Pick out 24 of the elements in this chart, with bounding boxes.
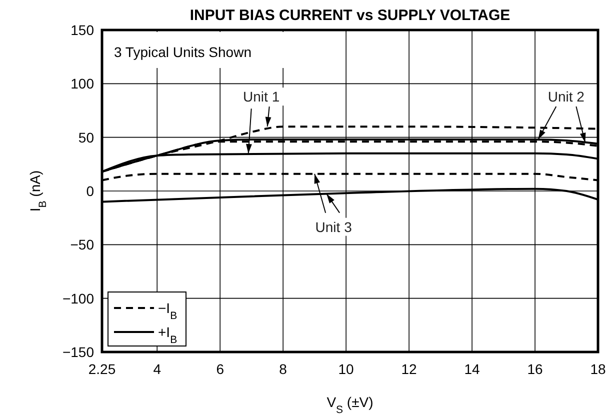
y-tick-label: 0 <box>86 183 94 199</box>
y-tick-label: −150 <box>62 344 94 360</box>
chart-title: INPUT BIAS CURRENT vs SUPPLY VOLTAGE <box>190 7 510 24</box>
x-tick-label: 6 <box>216 361 224 377</box>
x-tick-label: 4 <box>153 361 162 377</box>
annotation: Unit 1 <box>243 88 280 105</box>
x-tick-label: 14 <box>464 361 480 377</box>
legend-label: −I$_{B}$ <box>158 300 178 322</box>
y-tick-label: −100 <box>62 290 94 306</box>
legend-label: +I$_{B}$ <box>158 324 178 346</box>
annotation: 3 Typical Units Shown <box>114 44 252 60</box>
y-tick-label: −50 <box>70 236 94 253</box>
x-tick-label: 16 <box>527 361 544 377</box>
x-tick-label: 12 <box>401 361 418 377</box>
x-tick-label: 8 <box>279 361 288 377</box>
y-tick-label: 150 <box>70 22 94 38</box>
annotation: Unit 3 <box>315 218 352 235</box>
x-tick-label: 18 <box>590 361 606 377</box>
annotation: Unit 2 <box>548 88 585 104</box>
x-axis-title: V$_{S}$ (±V) <box>326 394 374 416</box>
y-tick-label: 100 <box>70 76 94 92</box>
y-tick-label: 50 <box>78 129 94 146</box>
x-tick-label: 2.25 <box>88 361 116 377</box>
x-tick-label: 10 <box>338 361 354 377</box>
